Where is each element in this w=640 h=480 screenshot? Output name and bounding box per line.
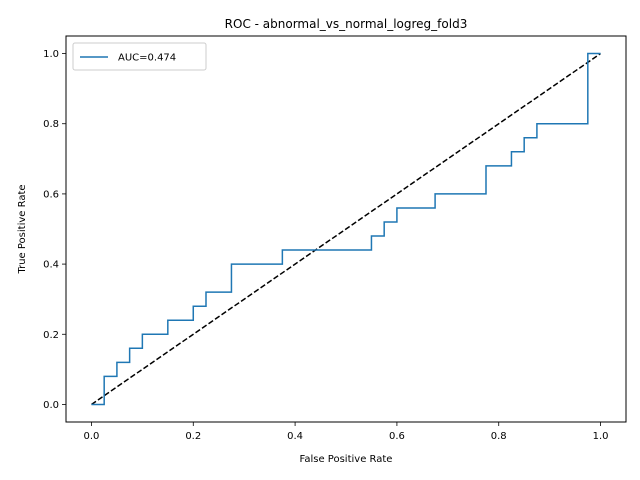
data-lines bbox=[91, 52, 601, 406]
axes-frame bbox=[65, 35, 627, 423]
legend-label-auc: AUC=0.474 bbox=[118, 53, 176, 64]
y-axis-ticks: 0.0 0.2 0.4 0.6 0.8 1.0 bbox=[43, 49, 66, 411]
legend-box bbox=[72, 42, 207, 71]
x-tick-label: 0.6 bbox=[389, 431, 405, 442]
y-axis-label: True Positive Rate bbox=[17, 184, 28, 274]
legend: AUC=0.474 bbox=[72, 42, 207, 71]
y-tick-label: 0.4 bbox=[43, 260, 59, 271]
x-axis-label: False Positive Rate bbox=[300, 454, 393, 465]
y-tick-label: 0.8 bbox=[43, 119, 59, 130]
x-tick-label: 0.4 bbox=[287, 431, 303, 442]
y-tick-label: 0.0 bbox=[43, 400, 59, 411]
x-tick-label: 0.8 bbox=[491, 431, 507, 442]
x-tick-label: 0.0 bbox=[84, 431, 100, 442]
y-tick-label: 1.0 bbox=[43, 49, 59, 60]
x-tick-label: 1.0 bbox=[593, 431, 609, 442]
x-axis-ticks: 0.0 0.2 0.4 0.6 0.8 1.0 bbox=[84, 422, 609, 442]
x-tick-label: 0.2 bbox=[185, 431, 201, 442]
y-tick-label: 0.6 bbox=[43, 189, 59, 200]
plot-area: 0.0 0.2 0.4 0.6 0.8 1.0 0.0 0.2 0.4 0.6 0.8 1.0 bbox=[43, 35, 627, 442]
chance-diagonal-line bbox=[91, 52, 601, 406]
roc-curve-line bbox=[91, 52, 601, 406]
chart-title: ROC - abnormal_vs_normal_logreg_fold3 bbox=[225, 17, 468, 31]
y-tick-label: 0.2 bbox=[43, 330, 59, 341]
